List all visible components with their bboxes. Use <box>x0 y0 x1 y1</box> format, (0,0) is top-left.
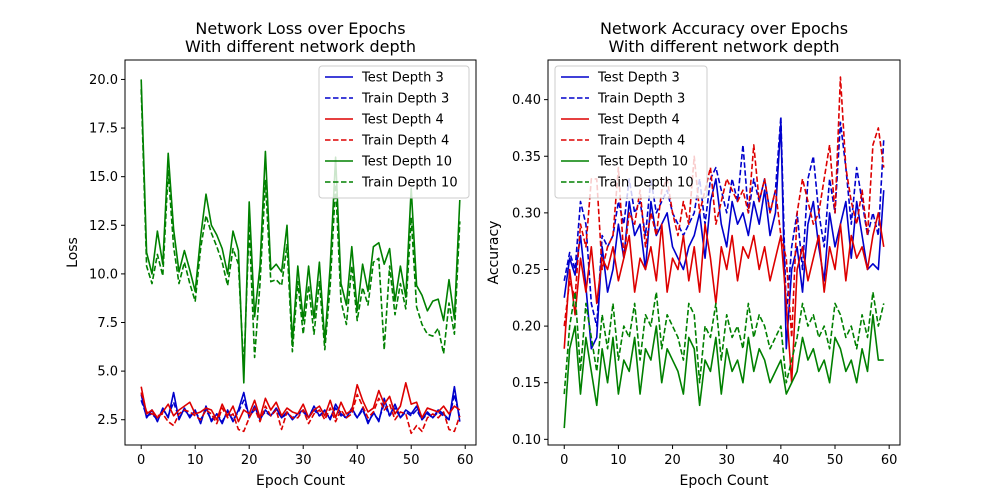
series-line-test-depth-10 <box>563 313 884 429</box>
chart-title-line-2: With different network depth <box>185 37 416 56</box>
y-tick-label: 20.0 <box>89 73 118 88</box>
x-tick-label: 50 <box>403 453 420 468</box>
x-tick-label: 40 <box>773 453 790 468</box>
y-tick-label: 15.0 <box>89 170 118 185</box>
chart-title-line-1: Network Accuracy over Epochs <box>600 19 848 38</box>
plot-area <box>140 79 461 435</box>
y-tick-label: 2.5 <box>97 413 118 428</box>
x-tick-label: 30 <box>718 453 735 468</box>
x-axis-label: Epoch Count <box>680 473 769 489</box>
series-line-test-depth-10 <box>140 79 461 384</box>
legend-entry-label: Train Depth 3 <box>361 92 449 107</box>
y-tick-label: 0.40 <box>512 93 541 108</box>
y-tick-label: 17.5 <box>89 122 118 137</box>
legend: Test Depth 3 Train Depth 3 Test Depth 4 Tra… <box>318 65 470 199</box>
legend-entry-label: Test Depth 3 <box>597 71 680 86</box>
series-line-test-depth-4 <box>140 381 461 423</box>
x-tick-label: 40 <box>349 453 366 468</box>
series-line-train-depth-10 <box>140 89 461 370</box>
legend-entry-label: Train Depth 10 <box>361 176 458 191</box>
legend-entry-label: Test Depth 10 <box>597 155 688 170</box>
chart-title-line-1: Network Loss over Epochs <box>195 19 405 38</box>
y-tick-label: 0.30 <box>512 206 541 221</box>
x-tick-label: 20 <box>664 453 681 468</box>
series-line-train-depth-3 <box>140 393 461 423</box>
axes-frame <box>547 59 901 446</box>
chart-title-line-2: With different network depth <box>608 37 839 56</box>
series-line-test-depth-3 <box>563 121 885 350</box>
legend-entry-label: Train Depth 4 <box>361 134 449 149</box>
y-tick-label: 10.0 <box>89 267 118 282</box>
series-line-train-depth-10 <box>563 291 885 395</box>
legend-box <box>318 65 470 199</box>
x-tick-label: 0 <box>137 453 145 468</box>
legend-entry-label: Test Depth 4 <box>361 113 444 128</box>
series-line-train-depth-4 <box>140 392 461 435</box>
legend-entry-label: Test Depth 4 <box>597 113 680 128</box>
legend-entry-label: Test Depth 10 <box>361 155 452 170</box>
legend-entry-label: Train Depth 3 <box>597 92 685 107</box>
y-tick-label: 0.20 <box>512 320 541 335</box>
series-line-train-depth-3 <box>563 115 885 327</box>
legend-entry-label: Train Depth 4 <box>597 134 685 149</box>
series-line-test-depth-4 <box>563 212 885 384</box>
y-axis-label: Accuracy <box>486 221 502 285</box>
y-tick-label: 7.5 <box>97 316 118 331</box>
axes-frame <box>124 59 477 446</box>
x-tick-label: 30 <box>295 453 312 468</box>
y-axis-label: Loss <box>65 237 81 268</box>
y-tick-label: 0.10 <box>512 433 541 448</box>
legend-entry-label: Test Depth 3 <box>361 71 444 86</box>
y-tick-label: 12.5 <box>89 219 118 234</box>
y-tick-label: 0.35 <box>512 150 541 165</box>
x-tick-label: 10 <box>187 453 204 468</box>
y-tick-label: 0.25 <box>512 263 541 278</box>
x-tick-label: 60 <box>881 453 898 468</box>
x-tick-label: 20 <box>241 453 258 468</box>
legend: Test Depth 3 Train Depth 3 Test Depth 4 Tra… <box>554 65 708 199</box>
legend-entry-label: Train Depth 10 <box>597 176 694 191</box>
legend-box <box>554 65 708 199</box>
x-tick-label: 50 <box>827 453 844 468</box>
x-tick-label: 0 <box>560 453 568 468</box>
y-tick-label: 5.0 <box>97 365 118 380</box>
x-axis-label: Epoch Count <box>256 473 345 489</box>
y-tick-label: 0.15 <box>512 376 541 391</box>
x-tick-label: 60 <box>457 453 474 468</box>
x-tick-label: 10 <box>610 453 627 468</box>
